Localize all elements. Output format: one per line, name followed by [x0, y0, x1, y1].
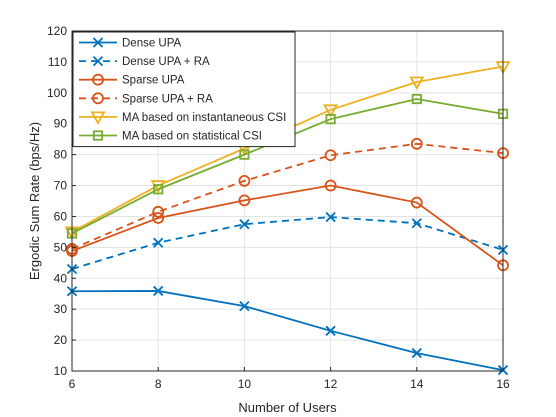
data-point	[411, 347, 422, 359]
data-point	[153, 184, 164, 195]
series-line	[71, 142, 504, 250]
data-point	[325, 113, 336, 125]
x-tick-label: 16	[496, 377, 510, 391]
y-tick-label: 20	[54, 333, 68, 347]
x-tick-label: 12	[324, 377, 338, 391]
plot-frame	[71, 30, 504, 372]
legend-marker	[92, 73, 104, 86]
y-tick-label: 10	[54, 364, 68, 378]
x-axis-label: Number of Users	[238, 400, 337, 415]
data-point	[152, 212, 165, 224]
y-tick-label: 60	[54, 209, 68, 223]
data-point	[410, 196, 423, 209]
y-tick-label: 30	[54, 302, 68, 316]
data-point	[153, 285, 164, 297]
legend-label: Sparse UPA	[122, 75, 185, 87]
legend-marker	[92, 92, 104, 105]
legend-marker	[92, 130, 104, 141]
data-point	[239, 219, 250, 230]
data-point	[324, 179, 337, 192]
data-point	[239, 300, 250, 312]
series-line	[71, 184, 504, 267]
plot-series	[64, 61, 511, 376]
series-line	[71, 290, 504, 371]
data-point	[411, 93, 422, 105]
data-point	[325, 211, 336, 223]
legend-marker	[90, 111, 106, 125]
x-tick-label: 10	[238, 377, 252, 391]
legend: Dense UPA Dense UPA + RA Sparse UPA Sparse …	[72, 31, 296, 148]
legend-label: MA based on statistical CSI	[122, 131, 262, 143]
legend-label: MA based on instantaneous CSI	[122, 112, 286, 124]
data-point	[238, 194, 251, 207]
legend-label: Dense UPA	[122, 38, 182, 50]
legend-marker	[92, 37, 104, 48]
axis-ticks: 10 20 30 40 50 60 70 80 90 100 110 120 6 8 10 12 14 16	[47, 24, 510, 391]
data-point	[411, 218, 422, 229]
y-axis-label: Ergodic Sum Rate (bps/Hz)	[27, 122, 42, 280]
data-point	[153, 237, 164, 248]
data-point	[152, 205, 165, 218]
y-tick-label: 100	[47, 86, 67, 100]
y-tick-label: 90	[54, 117, 68, 131]
data-point	[325, 325, 336, 336]
legend-marker	[92, 55, 104, 67]
data-point	[324, 149, 337, 162]
data-point	[238, 175, 251, 187]
series-0	[66, 285, 509, 376]
y-tick-label: 40	[54, 271, 68, 285]
series-1	[66, 211, 509, 275]
y-tick-label: 120	[47, 24, 67, 38]
x-tick-label: 8	[155, 377, 162, 391]
data-point	[409, 76, 425, 90]
y-tick-label: 110	[48, 55, 67, 69]
x-tick-label: 6	[69, 377, 76, 391]
data-point	[239, 149, 250, 160]
data-point	[323, 104, 339, 118]
series-3	[66, 137, 509, 255]
x-tick-label: 14	[410, 377, 424, 391]
series-2	[66, 179, 509, 272]
data-point	[410, 137, 423, 150]
y-tick-label: 70	[54, 179, 68, 193]
series-line	[71, 216, 504, 270]
data-point	[150, 180, 166, 194]
y-tick-label: 80	[54, 148, 68, 162]
legend-label: Dense UPA + RA	[122, 56, 210, 68]
legend-box	[72, 31, 296, 148]
legend-label: Sparse UPA + RA	[122, 93, 213, 105]
y-tick-label: 50	[54, 240, 68, 254]
